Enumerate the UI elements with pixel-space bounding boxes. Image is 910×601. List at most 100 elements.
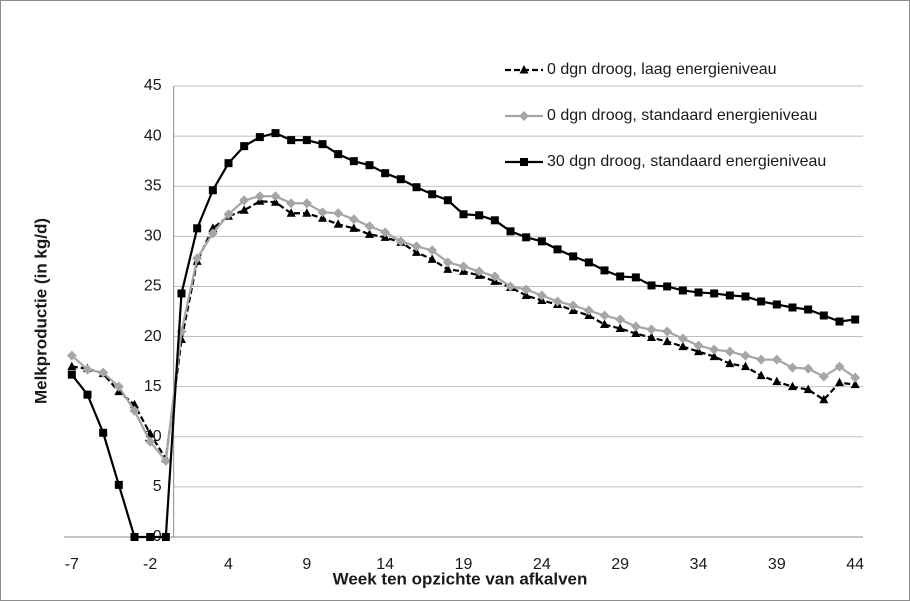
data-point	[536, 290, 547, 301]
y-axis-title: Melkproductie (in kg/d)	[31, 218, 50, 404]
data-point	[146, 533, 155, 541]
data-point	[224, 159, 233, 168]
data-point	[850, 372, 861, 383]
x-tick-label: 14	[376, 556, 394, 573]
data-point	[771, 354, 782, 365]
y-tick-label: 25	[144, 278, 162, 295]
data-point	[458, 261, 469, 272]
data-point	[427, 245, 438, 256]
legend-marker	[519, 111, 529, 121]
data-point	[615, 323, 625, 333]
data-point	[818, 371, 829, 382]
data-point	[192, 253, 203, 264]
data-point	[772, 300, 781, 309]
data-point	[630, 321, 641, 332]
data-point	[553, 245, 562, 254]
data-point	[584, 258, 593, 267]
y-tick-label: 35	[144, 177, 162, 194]
y-tick-label: 20	[144, 328, 162, 345]
data-point	[803, 363, 814, 374]
data-point	[365, 229, 374, 238]
data-point	[365, 161, 374, 170]
data-point	[835, 317, 844, 326]
data-point	[318, 213, 327, 222]
data-point	[537, 237, 546, 246]
data-point	[600, 266, 609, 275]
data-point	[114, 480, 123, 489]
data-point	[113, 381, 124, 392]
x-tick-label: -2	[143, 556, 157, 573]
x-tick-label: 4	[224, 556, 233, 573]
legend-marker	[520, 158, 528, 166]
data-point	[428, 190, 437, 199]
data-point	[724, 346, 735, 357]
data-point	[240, 142, 249, 151]
data-point	[787, 362, 798, 373]
data-point	[442, 257, 453, 268]
data-point	[569, 252, 578, 261]
legend-label: 0 dgn droog, laag energieniveau	[547, 61, 777, 78]
data-point	[208, 186, 217, 195]
data-point	[741, 292, 750, 301]
data-point	[66, 350, 77, 361]
x-tick-label: 29	[611, 556, 629, 573]
y-tick-label: 30	[144, 228, 162, 245]
data-point	[348, 214, 359, 225]
data-point	[475, 211, 484, 220]
data-point	[693, 340, 704, 351]
legend-label: 30 dgn droog, standaard energieniveau	[547, 153, 826, 170]
data-point	[803, 384, 813, 394]
data-point	[725, 358, 735, 368]
data-point	[411, 241, 422, 252]
data-point	[678, 286, 687, 295]
data-point	[349, 157, 358, 166]
data-point	[757, 297, 766, 306]
data-point	[301, 198, 312, 209]
data-point	[223, 209, 234, 220]
data-point	[98, 367, 109, 378]
data-point	[302, 208, 312, 217]
data-point	[710, 289, 719, 298]
data-point	[443, 264, 453, 273]
data-point	[489, 271, 500, 282]
data-point	[647, 332, 656, 342]
data-point	[193, 224, 202, 233]
data-point	[287, 136, 296, 145]
data-point	[239, 205, 249, 214]
data-point	[160, 455, 171, 466]
data-point	[521, 290, 531, 299]
data-point	[505, 281, 516, 292]
x-tick-label: -7	[65, 556, 79, 573]
data-point	[381, 169, 390, 178]
data-point	[522, 233, 531, 242]
data-point	[207, 228, 218, 239]
data-point	[600, 319, 609, 329]
data-point	[647, 281, 656, 290]
data-point	[333, 208, 344, 219]
data-point	[599, 310, 610, 321]
x-tick-label: 44	[846, 556, 864, 573]
data-point	[850, 379, 860, 389]
data-point	[271, 197, 280, 206]
data-point	[646, 324, 657, 335]
data-point	[459, 210, 468, 219]
data-point	[396, 175, 405, 184]
data-point	[506, 227, 515, 236]
data-point	[694, 288, 703, 297]
data-point	[678, 341, 688, 351]
data-point	[772, 376, 782, 386]
data-point	[788, 381, 797, 391]
data-point	[552, 296, 563, 307]
legend-label: 0 dgn droog, standaard energieniveau	[547, 107, 817, 124]
x-tick-label: 24	[533, 556, 551, 573]
x-tick-label: 9	[302, 556, 311, 573]
data-point	[255, 133, 264, 142]
data-point	[694, 346, 703, 356]
x-tick-label: 34	[690, 556, 708, 573]
x-tick-label: 19	[455, 556, 473, 573]
data-point	[788, 303, 797, 312]
data-point	[709, 351, 719, 361]
data-point	[521, 284, 532, 295]
data-point	[145, 436, 156, 447]
